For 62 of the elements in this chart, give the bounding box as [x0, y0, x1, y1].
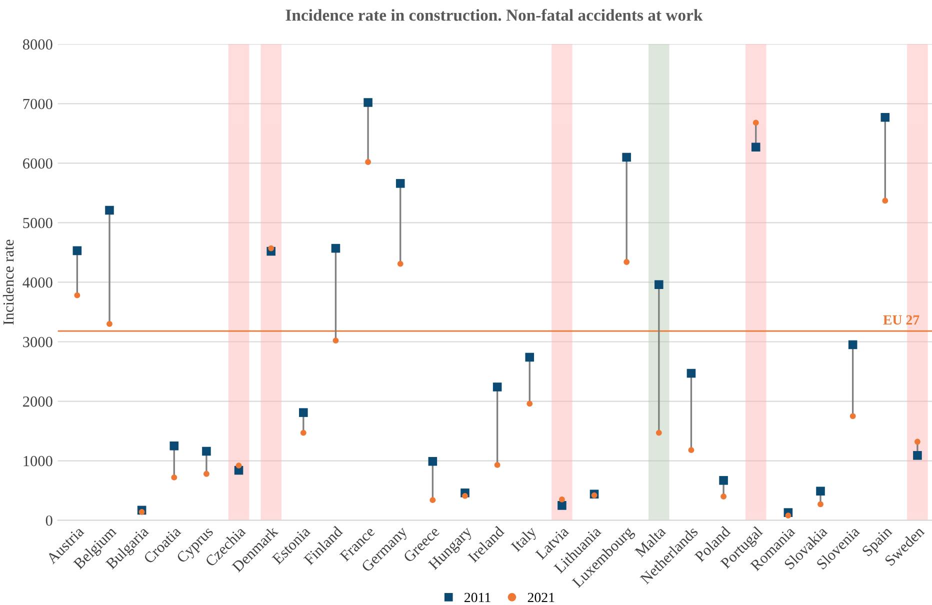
ref-line-label: EU 27: [883, 315, 920, 325]
point: [462, 492, 468, 499]
point: [138, 509, 145, 515]
point: [105, 206, 114, 215]
chart-title: Incidence rate in construction. Non-fatal accidents at work: [286, 8, 703, 21]
y-tick-label: 7000: [23, 98, 52, 110]
point: [106, 320, 112, 327]
point: [751, 142, 760, 152]
point: [785, 512, 792, 518]
y-tick-label: 5000: [23, 218, 52, 228]
point: [914, 438, 920, 445]
point: [558, 501, 566, 510]
point: [364, 98, 372, 107]
point: [332, 338, 339, 344]
point: [591, 492, 598, 498]
point: [236, 462, 242, 468]
point: [170, 442, 179, 450]
point: [525, 352, 534, 362]
point: [300, 430, 306, 436]
y-tick-label: 1000: [24, 456, 52, 466]
point: [396, 179, 405, 188]
point: [430, 497, 436, 504]
point: [202, 446, 211, 456]
y-tick-label: 0: [46, 515, 52, 526]
point: [719, 476, 728, 485]
point: [559, 496, 565, 502]
legend-label: 2011: [464, 592, 490, 602]
point: [171, 474, 178, 480]
legend-label: 2021: [528, 592, 554, 602]
point: [72, 246, 82, 256]
point: [850, 413, 856, 420]
point: [880, 112, 890, 122]
point: [656, 430, 662, 436]
point: [720, 494, 726, 500]
point: [752, 120, 759, 126]
point: [204, 470, 210, 477]
point: [816, 486, 825, 496]
y-tick-label: 4000: [22, 277, 52, 288]
point: [365, 159, 371, 165]
point: [526, 400, 533, 407]
point: [331, 244, 340, 253]
point: [268, 245, 274, 252]
point: [686, 368, 696, 378]
point: [74, 292, 80, 298]
point: [624, 259, 630, 265]
y-axis-title: Incidence rate: [2, 240, 14, 325]
point: [688, 447, 694, 454]
point: [299, 408, 308, 417]
y-tick-label: 3000: [23, 336, 52, 348]
point: [848, 340, 858, 350]
point: [818, 501, 824, 508]
point: [492, 382, 502, 392]
point: [654, 280, 664, 290]
y-tick-label: 8000: [22, 39, 52, 50]
y-tick-label: 2000: [23, 396, 52, 407]
point: [397, 260, 404, 267]
point: [913, 451, 922, 460]
point: [428, 456, 438, 466]
point: [882, 198, 888, 204]
y-tick-label: 6000: [23, 158, 52, 169]
point: [494, 462, 500, 468]
point: [622, 152, 631, 162]
